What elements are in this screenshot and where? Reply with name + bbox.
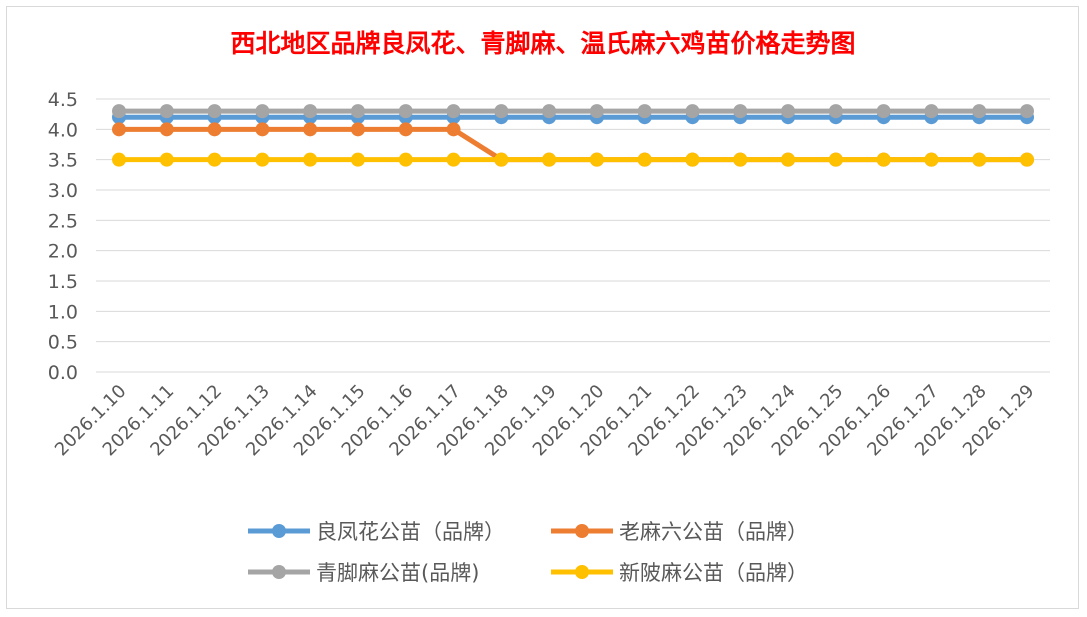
gridlines [96, 98, 1050, 373]
legend-label: 老麻六公苗（品牌） [619, 520, 808, 544]
data-point [972, 152, 987, 167]
y-tick-label: 2.5 [48, 210, 78, 232]
data-point [303, 104, 318, 119]
data-point [207, 152, 222, 167]
data-point [733, 104, 748, 119]
y-tick-label: 2.0 [48, 241, 78, 263]
y-tick-label: 0.0 [48, 362, 78, 384]
data-point [542, 152, 557, 167]
legend-entry: 新陂麻公苗（品牌） [551, 561, 808, 585]
data-point [876, 104, 891, 119]
data-point [494, 104, 509, 119]
data-point [542, 104, 557, 119]
data-point [1020, 104, 1034, 119]
data-point [637, 104, 652, 119]
legend-entry: 老麻六公苗（品牌） [551, 520, 808, 544]
legend-marker [272, 524, 286, 538]
legend: 良凤花公苗（品牌） 老麻六公苗（品牌） 青脚麻公苗(品牌) 新陂麻公苗（品牌） [248, 520, 808, 585]
data-point [733, 152, 748, 167]
data-point [828, 104, 843, 119]
data-point [112, 152, 126, 167]
data-point [350, 104, 365, 119]
data-point [637, 152, 652, 167]
data-point [589, 152, 604, 167]
data-point [159, 122, 174, 137]
data-point [972, 104, 987, 119]
series-2 [112, 104, 1034, 119]
data-point [494, 152, 509, 167]
y-tick-label: 1.0 [48, 301, 78, 323]
data-point [685, 152, 700, 167]
data-point [207, 122, 222, 137]
data-point [303, 122, 318, 137]
legend-entry: 青脚麻公苗(品牌) [248, 561, 479, 585]
data-point [112, 122, 126, 137]
data-point [446, 104, 461, 119]
data-point [398, 152, 413, 167]
data-point [828, 152, 843, 167]
y-tick-label: 0.5 [48, 332, 78, 354]
data-point [446, 122, 461, 137]
legend-label: 良凤花公苗（品牌） [316, 520, 505, 544]
legend-marker [575, 524, 589, 538]
data-point [255, 152, 270, 167]
data-point [350, 122, 365, 137]
data-point [589, 104, 604, 119]
data-point [398, 122, 413, 137]
data-point [781, 152, 796, 167]
series-3 [112, 152, 1034, 167]
y-tick-label: 3.5 [48, 150, 78, 172]
legend-marker [272, 565, 286, 579]
data-point [303, 152, 318, 167]
data-point [255, 122, 270, 137]
data-point [876, 152, 891, 167]
legend-label: 新陂麻公苗（品牌） [619, 561, 808, 585]
data-point [398, 104, 413, 119]
y-tick-label: 1.5 [48, 271, 78, 293]
x-axis-ticks: 2026.1.102026.1.112026.1.122026.1.132026… [51, 381, 1039, 461]
data-point [159, 152, 174, 167]
data-point [446, 152, 461, 167]
y-tick-label: 3.0 [48, 180, 78, 202]
data-point [1020, 152, 1034, 167]
legend-label: 青脚麻公苗(品牌) [316, 561, 479, 585]
y-tick-label: 4.5 [48, 89, 78, 111]
data-point [781, 104, 796, 119]
legend-marker [575, 565, 589, 579]
data-point [350, 152, 365, 167]
chart-title: 西北地区品牌良凤花、青脚麻、温氏麻六鸡苗价格走势图 [230, 29, 855, 58]
data-point [685, 104, 700, 119]
y-tick-label: 4.0 [48, 119, 78, 141]
series-layer [112, 104, 1034, 167]
series-line [119, 126, 1027, 163]
legend-entry: 良凤花公苗（品牌） [248, 520, 505, 544]
data-point [112, 104, 126, 119]
data-point [924, 104, 939, 119]
data-point [159, 104, 174, 119]
data-point [924, 152, 939, 167]
data-point [255, 104, 270, 119]
y-axis-ticks: 0.0 0.5 1.0 1.5 2.0 2.5 3.0 3.5 4.0 4.5 [48, 89, 78, 384]
data-point [207, 104, 222, 119]
chart-frame [6, 6, 1079, 609]
